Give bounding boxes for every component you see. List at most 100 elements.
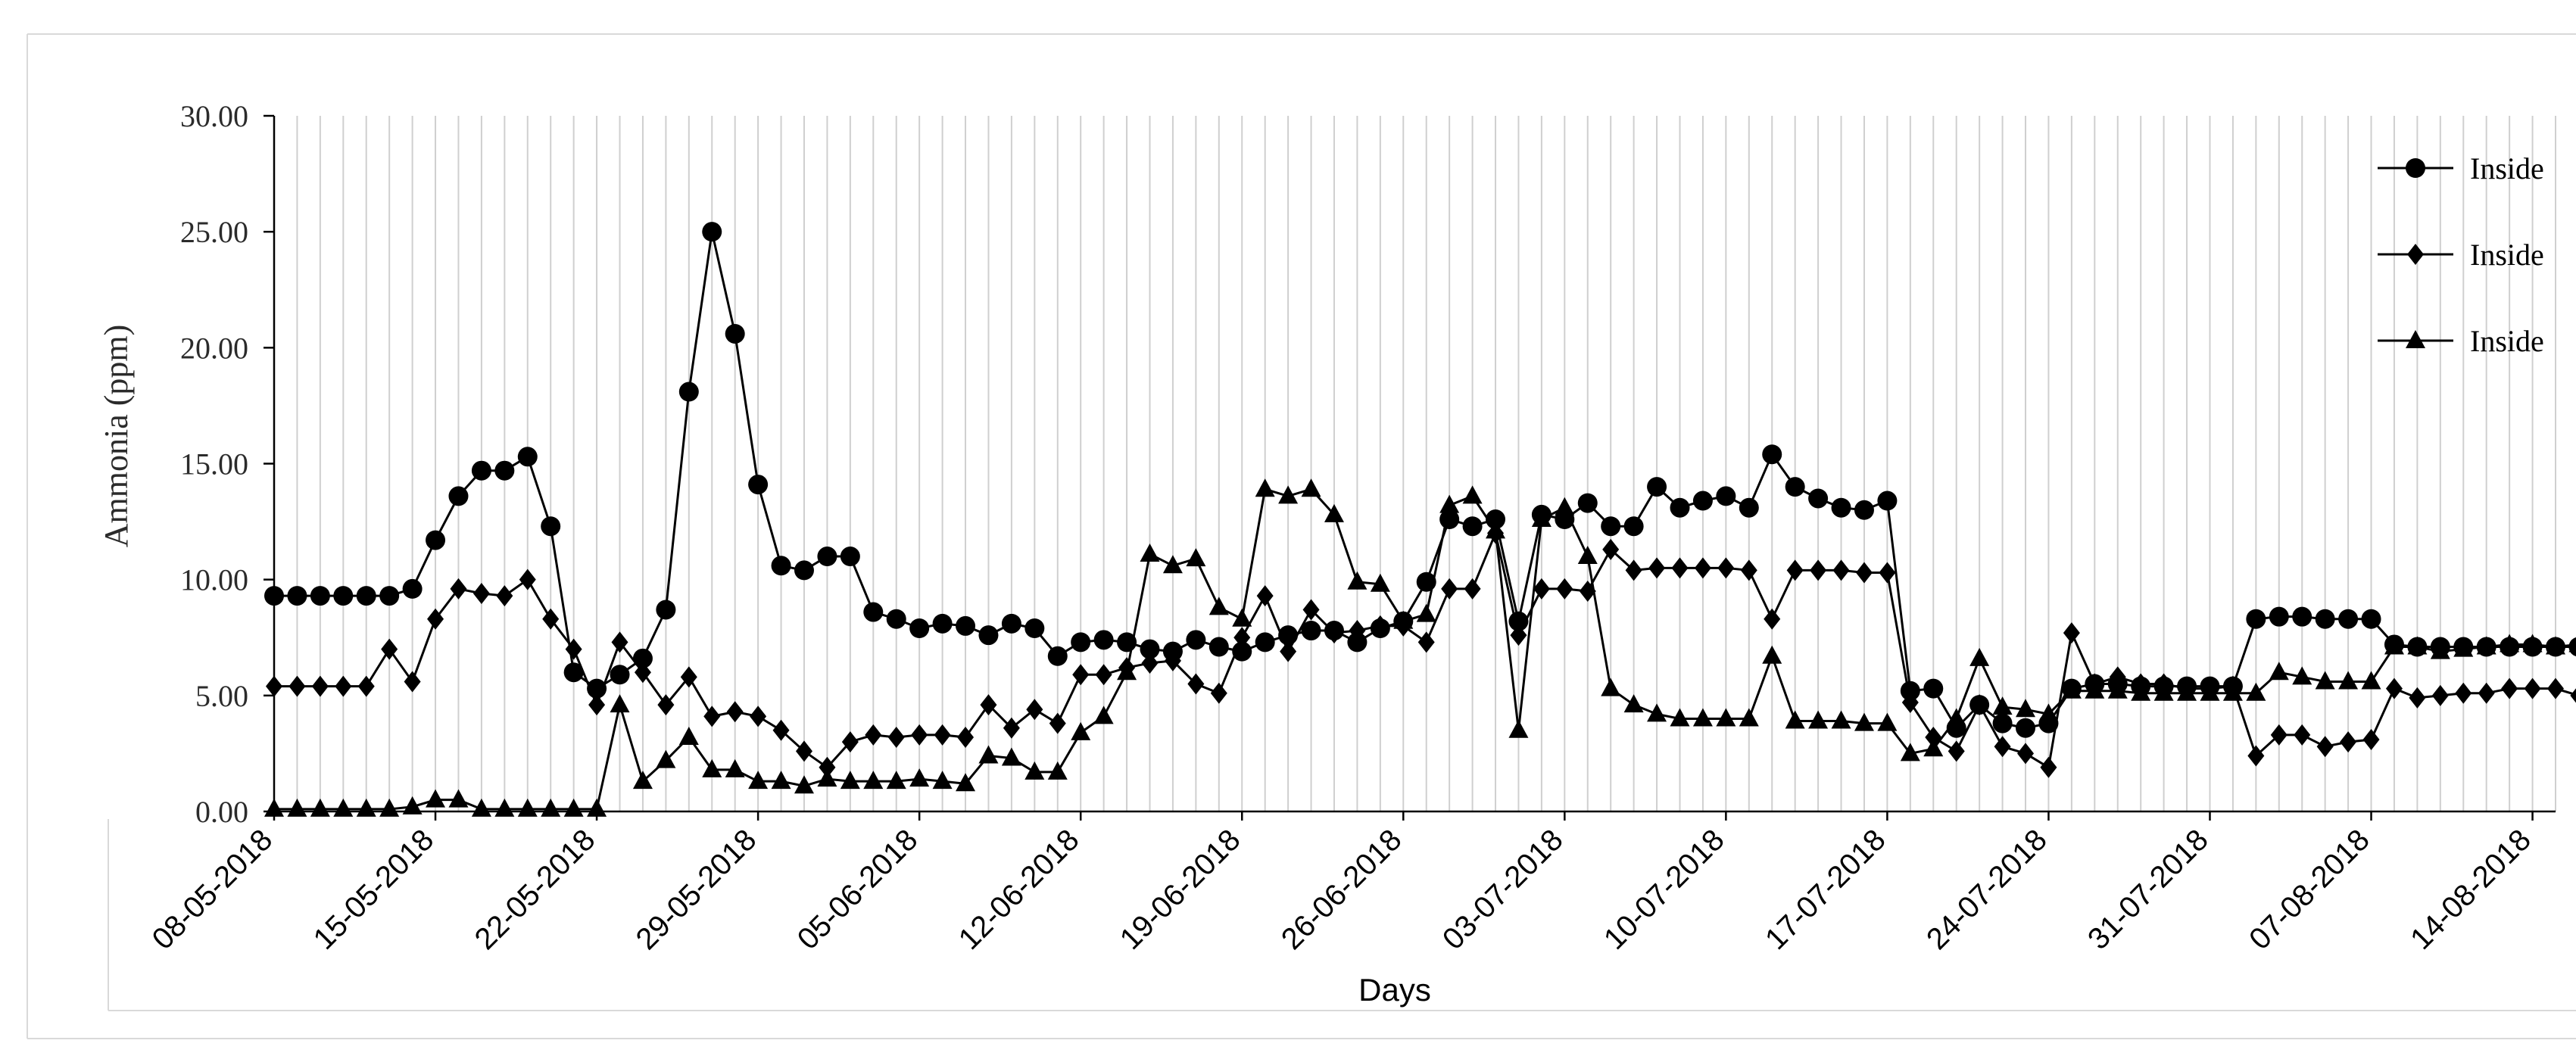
x-tick-label: 08-05-2018 (146, 823, 279, 956)
data-point (1024, 618, 1045, 638)
data-point (1024, 761, 1045, 780)
legend-item: Inside (2378, 324, 2544, 358)
data-point (1508, 719, 1529, 738)
data-point (1324, 503, 1344, 522)
data-point (702, 222, 722, 242)
data-point (725, 323, 745, 344)
data-point (1717, 557, 1735, 579)
data-point (517, 798, 538, 817)
data-point (1140, 639, 1160, 659)
data-point (1071, 632, 1091, 653)
data-point (611, 631, 628, 653)
data-point (1716, 486, 1736, 506)
data-point (978, 745, 999, 764)
data-point (1093, 705, 1114, 724)
data-point (725, 758, 745, 777)
data-point (1371, 615, 1389, 637)
data-point (2016, 699, 2036, 718)
data-point (1923, 678, 1944, 699)
data-point (956, 615, 976, 636)
data-point (288, 675, 306, 697)
data-point (978, 625, 999, 646)
data-point (1255, 478, 1275, 497)
data-point (1716, 708, 1736, 727)
data-point (2478, 682, 2495, 704)
data-point (1162, 555, 1183, 574)
y-axis-title: Ammonia (ppm) (98, 325, 135, 548)
data-point (1047, 646, 1068, 666)
data-point (956, 773, 976, 792)
data-point (2476, 636, 2496, 655)
data-point (726, 701, 744, 723)
data-point (1992, 713, 2013, 734)
data-point (1071, 721, 1091, 740)
x-tick-label: 05-06-2018 (791, 823, 925, 956)
data-point (2153, 682, 2174, 701)
legend-label: Inside (2470, 238, 2544, 272)
x-tick-label: 29-05-2018 (630, 823, 763, 956)
data-point (1462, 516, 1483, 537)
data-point (264, 586, 284, 606)
data-point (2061, 680, 2082, 699)
data-point (657, 694, 675, 716)
data-point (1670, 497, 1690, 518)
data-point (1601, 516, 1621, 537)
data-point (1625, 559, 1642, 581)
data-point (426, 789, 446, 808)
data-point (1810, 559, 1827, 581)
data-point (1302, 599, 1320, 621)
data-point (357, 675, 375, 697)
data-point (1764, 608, 1781, 630)
data-point (678, 726, 699, 745)
data-point (1623, 694, 1644, 713)
data-point (1901, 692, 1919, 714)
data-point (2570, 688, 2576, 703)
x-tick-label: 12-06-2018 (953, 823, 1086, 956)
data-point (2361, 671, 2381, 690)
x-tick-label: 15-05-2018 (307, 823, 441, 956)
data-point (840, 771, 860, 790)
data-point (402, 578, 423, 599)
data-point (1992, 696, 2013, 715)
series-diamond (266, 522, 2576, 778)
data-point (356, 586, 376, 606)
data-point (356, 798, 376, 817)
data-point (311, 675, 329, 697)
data-point (2270, 724, 2288, 746)
y-tick-label: 15.00 (180, 447, 248, 481)
data-point (1439, 494, 1460, 513)
data-point (841, 731, 859, 753)
y-tick-label: 25.00 (180, 215, 248, 249)
data-point (794, 560, 814, 581)
data-point (1831, 710, 1851, 729)
data-point (2501, 677, 2518, 699)
data-point (1417, 631, 1435, 653)
data-point (2361, 609, 2381, 629)
x-tick-label: 22-05-2018 (469, 823, 602, 956)
data-point (1001, 747, 1021, 766)
data-point (1623, 516, 1644, 537)
data-point (496, 585, 513, 607)
data-point (632, 771, 653, 790)
x-tick-labels: 08-05-2018 15-05-2018 22-05-2018 29-05-2018… (146, 823, 2537, 956)
data-point (1187, 673, 1205, 695)
data-point (1692, 491, 1713, 511)
x-tick-label: 10-07-2018 (1598, 823, 1731, 956)
data-point (542, 608, 560, 630)
data-point (2524, 677, 2541, 699)
data-point (1648, 557, 1666, 579)
data-point (1280, 640, 1297, 662)
data-point (2500, 634, 2520, 653)
data-point (887, 726, 905, 748)
data-point (450, 578, 467, 600)
data-point (541, 516, 561, 537)
data-point (1210, 682, 1227, 704)
data-point (2315, 609, 2335, 629)
y-tick-label: 30.00 (180, 99, 248, 133)
data-point (1301, 621, 1321, 641)
data-point (287, 586, 307, 606)
data-point (1093, 630, 1114, 650)
data-point (310, 586, 330, 606)
data-point (2131, 682, 2151, 701)
data-point (2547, 677, 2564, 699)
